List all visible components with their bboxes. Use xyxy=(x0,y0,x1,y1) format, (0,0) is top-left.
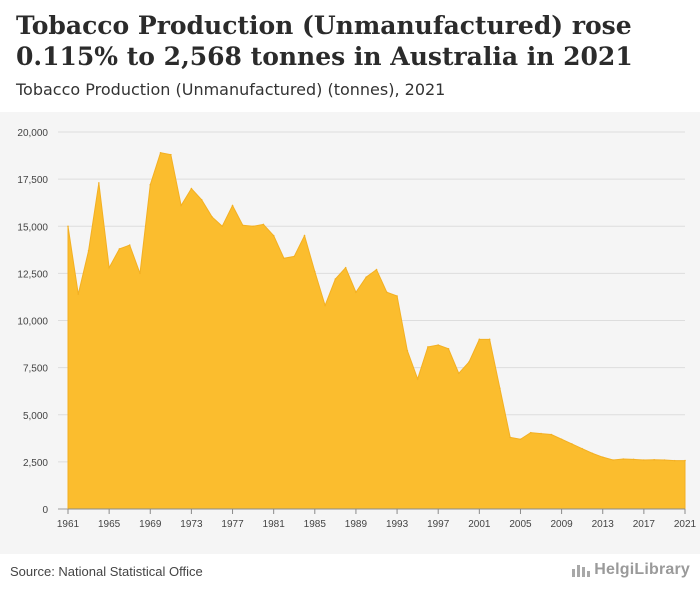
data-point xyxy=(385,291,388,294)
data-point xyxy=(406,349,409,352)
data-point xyxy=(416,378,419,380)
y-tick-label: 5,000 xyxy=(23,411,48,422)
chart-title: Tobacco Production (Unmanufactured) rose… xyxy=(16,11,633,71)
x-tick-label: 1997 xyxy=(427,519,450,530)
x-tick-label: 2021 xyxy=(674,519,697,530)
data-point xyxy=(571,443,573,445)
data-point xyxy=(519,438,522,441)
y-tick-label: 10,000 xyxy=(17,317,48,328)
x-tick-label: 1989 xyxy=(345,519,368,530)
data-point xyxy=(303,234,306,237)
data-point xyxy=(540,432,542,435)
data-point xyxy=(200,199,203,201)
data-point xyxy=(98,182,100,184)
x-tick-label: 2009 xyxy=(550,519,573,530)
data-point xyxy=(427,346,429,348)
data-point xyxy=(139,272,141,275)
data-point xyxy=(262,223,265,226)
data-point xyxy=(550,433,553,436)
x-tick-label: 2005 xyxy=(509,519,532,530)
data-point xyxy=(643,459,645,461)
data-point xyxy=(314,270,316,273)
data-point xyxy=(653,459,655,461)
data-point xyxy=(437,344,440,346)
data-point xyxy=(560,438,563,441)
data-point xyxy=(128,244,131,246)
data-point xyxy=(170,153,172,156)
data-point xyxy=(488,338,491,341)
y-tick-label: 0 xyxy=(42,505,48,516)
x-tick-label: 1973 xyxy=(180,519,203,530)
data-point xyxy=(591,452,594,455)
data-point xyxy=(478,338,481,341)
data-point xyxy=(293,255,296,258)
data-point xyxy=(612,459,614,461)
data-point xyxy=(242,224,244,227)
y-tick-label: 2,500 xyxy=(23,458,48,469)
data-point xyxy=(365,276,368,278)
y-tick-label: 20,000 xyxy=(17,128,48,139)
source-note: Source: National Statistical Office xyxy=(10,564,203,579)
data-point xyxy=(283,257,285,260)
data-point xyxy=(87,249,90,252)
data-point xyxy=(468,361,470,363)
data-point xyxy=(632,458,635,461)
data-point xyxy=(231,204,234,207)
x-tick-label: 1965 xyxy=(98,519,121,530)
y-tick-label: 17,500 xyxy=(17,175,48,186)
data-point xyxy=(77,293,80,295)
data-point xyxy=(663,459,666,461)
data-point xyxy=(344,266,347,269)
chart-subtitle: Tobacco Production (Unmanufactured) (ton… xyxy=(16,80,446,99)
x-tick-label: 1981 xyxy=(263,519,286,530)
data-point xyxy=(684,459,686,462)
data-point xyxy=(581,447,583,450)
library-building-icon xyxy=(572,563,591,577)
x-tick-label: 2017 xyxy=(633,519,656,530)
data-point xyxy=(509,436,511,439)
data-point xyxy=(67,225,69,228)
chart-header: Tobacco Production (Unmanufactured) rose… xyxy=(0,0,700,112)
logo-text: HelgiLibrary xyxy=(594,561,690,578)
data-point xyxy=(334,278,337,280)
data-point xyxy=(499,387,501,390)
helgi-library-logo[interactable]: HelgiLibrary xyxy=(572,561,690,579)
y-tick-label: 12,500 xyxy=(17,269,48,280)
data-point xyxy=(272,234,275,237)
data-point xyxy=(190,187,193,190)
x-tick-label: 1977 xyxy=(221,519,244,530)
data-point xyxy=(622,458,625,460)
x-tick-label: 1969 xyxy=(139,519,162,530)
data-point xyxy=(375,268,378,271)
x-tick-label: 2013 xyxy=(592,519,615,530)
data-point xyxy=(396,295,398,297)
y-tick-label: 15,000 xyxy=(17,222,48,233)
data-point xyxy=(211,216,213,218)
data-point xyxy=(221,225,224,228)
y-tick-label: 7,500 xyxy=(23,364,48,375)
data-point xyxy=(673,459,676,462)
data-point xyxy=(355,291,357,294)
data-point xyxy=(601,456,604,458)
data-point xyxy=(457,372,460,375)
plot-area: 0 2,500 5,000 7,500 10,000 12,500 15,000 17,500… xyxy=(0,112,700,554)
data-point xyxy=(149,183,152,186)
data-point xyxy=(180,204,182,207)
data-point xyxy=(324,304,326,307)
data-point xyxy=(447,347,450,350)
area-chart: 0 2,500 5,000 7,500 10,000 12,500 15,000 17,500… xyxy=(17,128,697,530)
data-point xyxy=(159,151,162,154)
area-series xyxy=(67,152,686,510)
data-point xyxy=(108,266,110,269)
data-point xyxy=(529,431,532,434)
x-tick-label: 1985 xyxy=(304,519,327,530)
x-tick-label: 1961 xyxy=(57,519,80,530)
data-point xyxy=(252,225,254,228)
x-tick-label: 2001 xyxy=(468,519,491,530)
data-point xyxy=(118,248,121,250)
x-tick-label: 1993 xyxy=(386,519,409,530)
